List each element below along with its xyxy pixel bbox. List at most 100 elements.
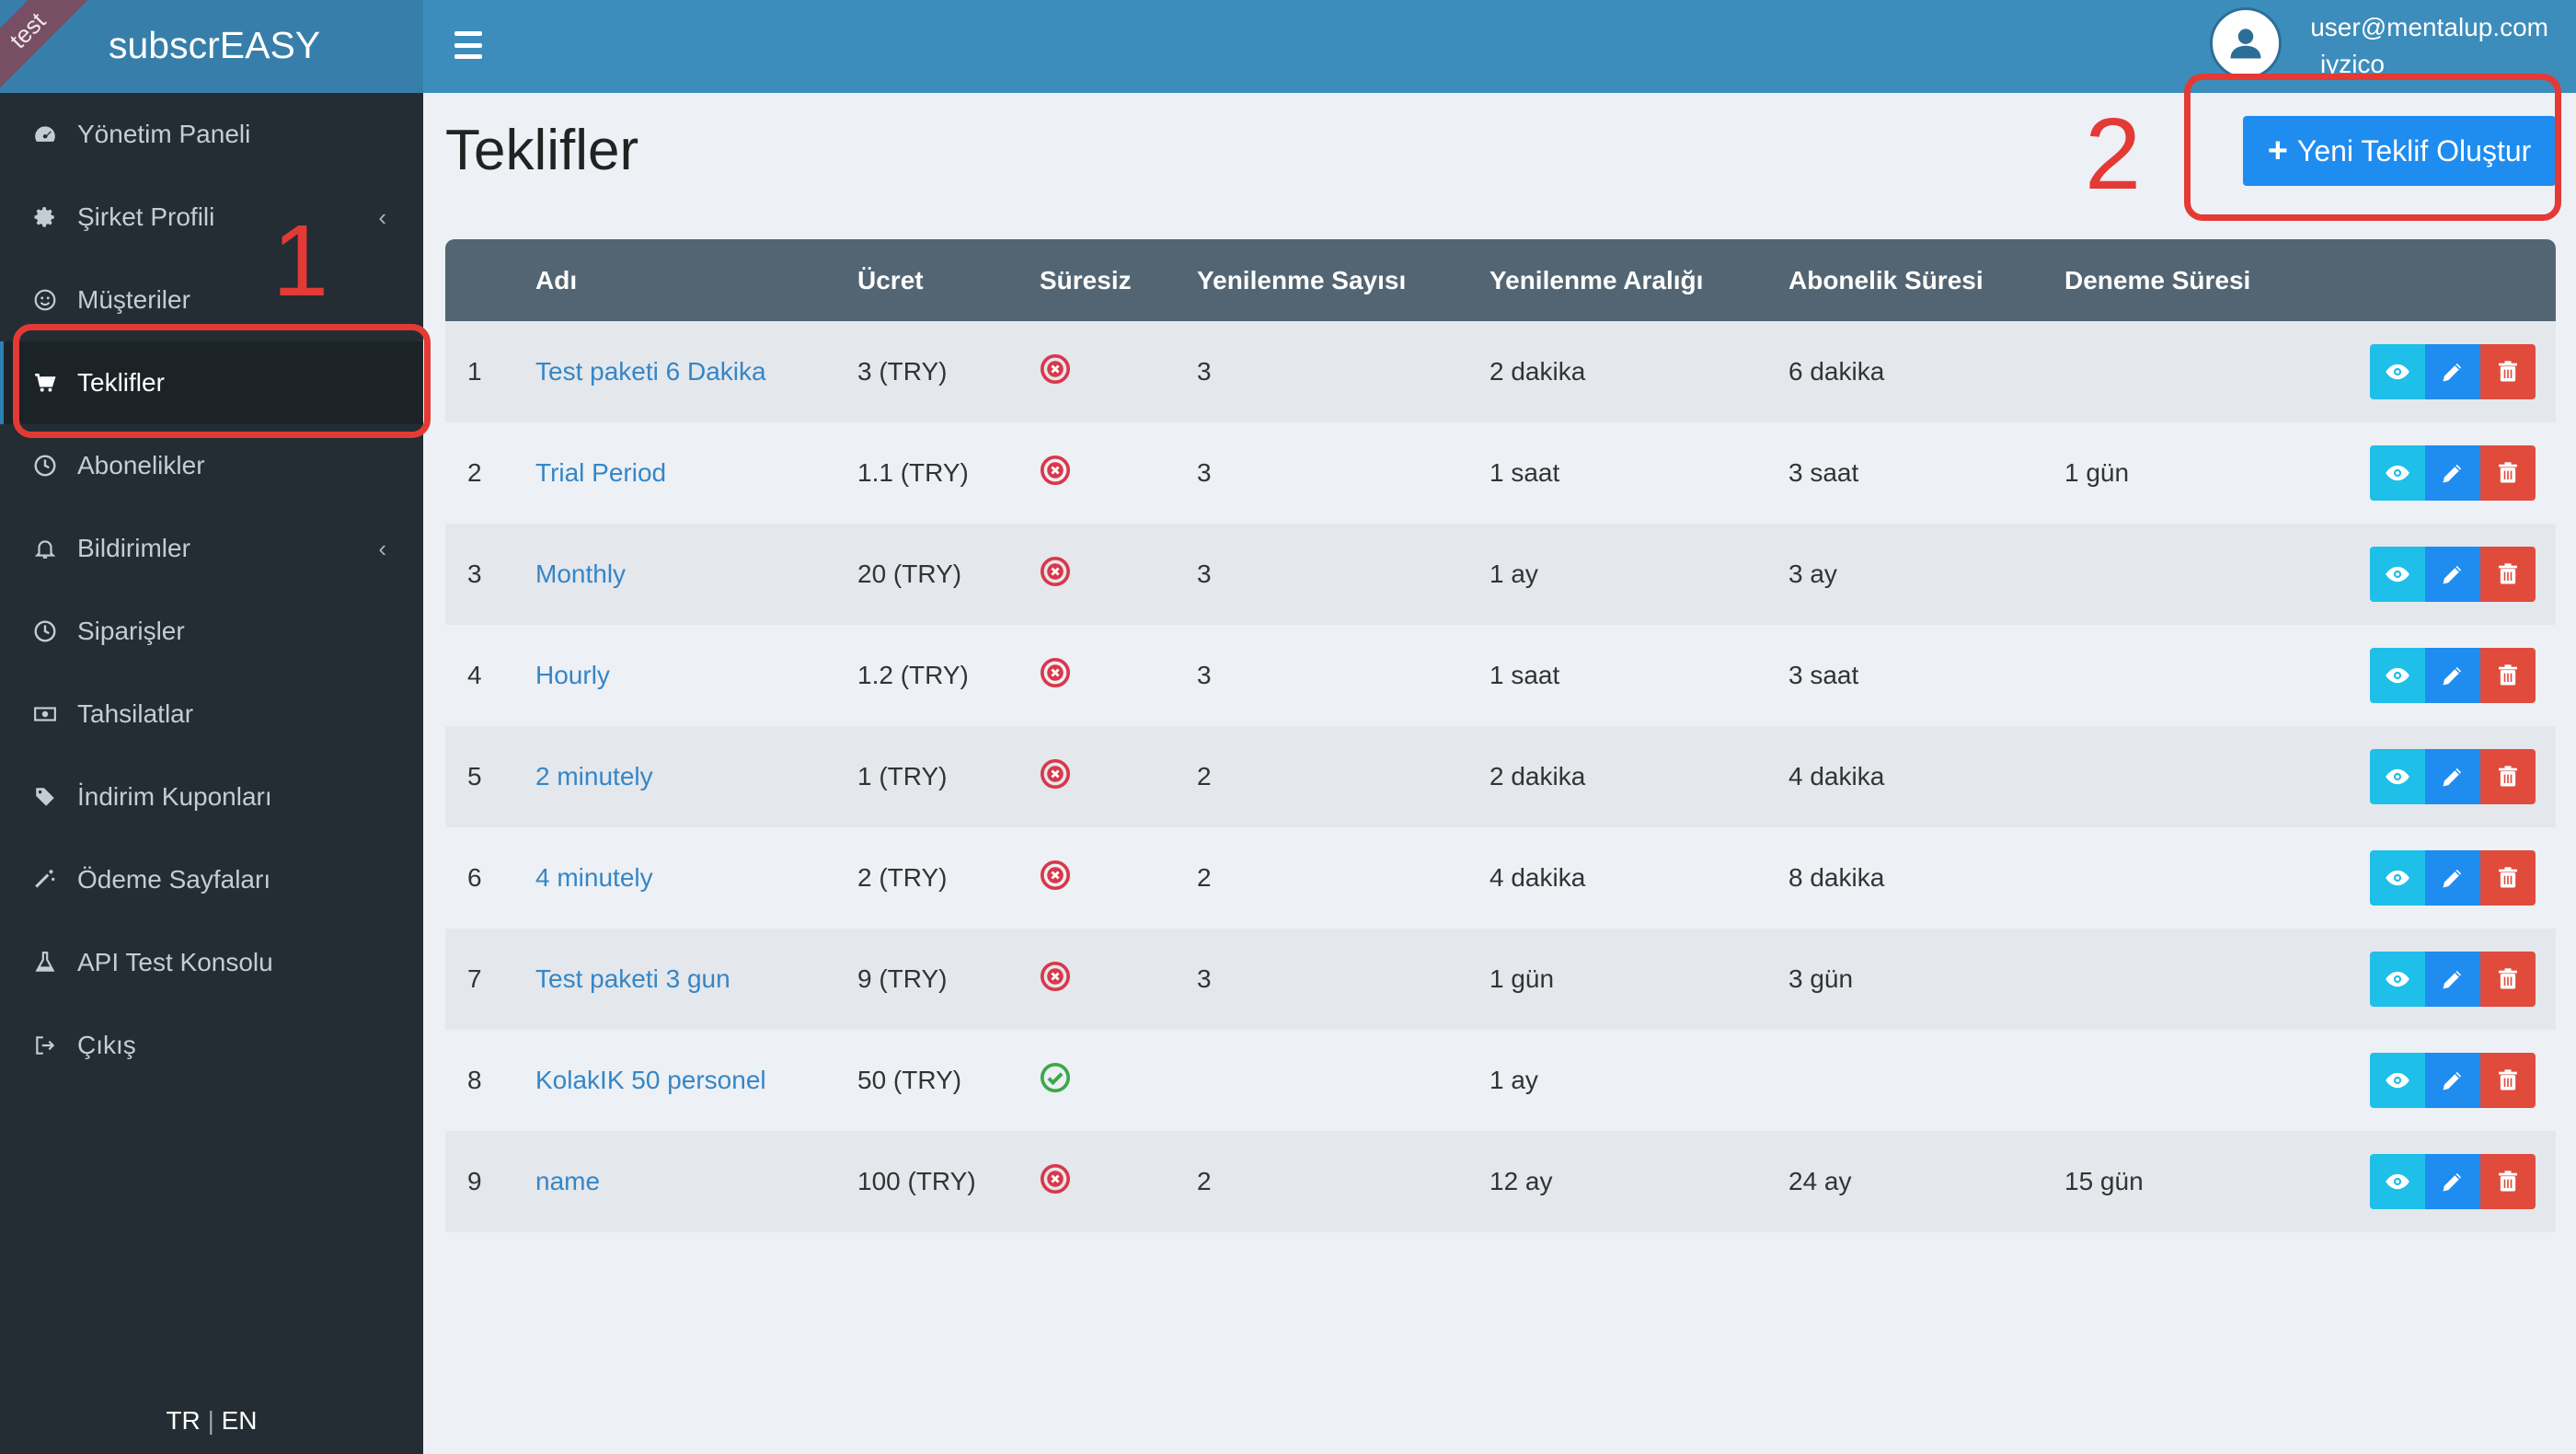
view-button[interactable]: [2370, 1154, 2425, 1209]
edit-button[interactable]: [2425, 1053, 2480, 1108]
renewal-count: 2: [1197, 762, 1212, 790]
sidebar-item-tahsilatlar[interactable]: Tahsilatlar: [0, 673, 423, 756]
renewal-interval: 1 gün: [1489, 964, 1555, 993]
sidebar-item-label: Şirket Profili: [77, 202, 215, 231]
delete-button[interactable]: [2480, 547, 2536, 602]
trash-icon: [2495, 460, 2521, 486]
sidebar-item-çıkış[interactable]: Çıkış: [0, 1004, 423, 1087]
user-icon: [2230, 29, 2261, 59]
edit-button[interactable]: [2425, 1154, 2480, 1209]
sidebar-item-şirket-profili[interactable]: Şirket Profili ‹: [0, 176, 423, 259]
offer-name-link[interactable]: Trial Period: [535, 458, 667, 487]
edit-button[interactable]: [2425, 344, 2480, 399]
sidebar-item-label: Ödeme Sayfaları: [77, 865, 271, 894]
lang-tr-link[interactable]: TR: [166, 1406, 201, 1435]
delete-button[interactable]: [2480, 1053, 2536, 1108]
column-header: Yenilenme Aralığı: [1489, 265, 1704, 294]
new-offer-button[interactable]: + Yeni Teklif Oluştur: [2243, 116, 2556, 186]
money-icon: [31, 700, 59, 728]
delete-button[interactable]: [2480, 648, 2536, 703]
unlimited-status: [1040, 929, 1197, 1030]
renewal-count: 2: [1197, 863, 1212, 892]
brand-logo[interactable]: subscrEASY: [109, 24, 321, 66]
table-row: 4 Hourly 1.2 (TRY) 3 1 saat 3 saat: [445, 625, 2556, 726]
view-button[interactable]: [2370, 445, 2425, 501]
offer-name-link[interactable]: Monthly: [535, 560, 627, 588]
view-button[interactable]: [2370, 952, 2425, 1007]
row-number: 2: [467, 458, 482, 487]
offer-fee: 1.1 (TRY): [857, 458, 969, 487]
view-button[interactable]: [2370, 344, 2425, 399]
offer-name-link[interactable]: Hourly: [535, 661, 610, 689]
subscription-duration: 6 dakika: [1788, 357, 1885, 386]
subscription-duration: [1788, 1030, 2064, 1131]
row-number: 4: [467, 661, 482, 689]
view-button[interactable]: [2370, 648, 2425, 703]
sidebar-item-ödeme-sayfaları[interactable]: Ödeme Sayfaları: [0, 838, 423, 921]
view-button[interactable]: [2370, 749, 2425, 804]
delete-button[interactable]: [2480, 952, 2536, 1007]
edit-button[interactable]: [2425, 648, 2480, 703]
trial-duration: [2064, 1030, 2368, 1131]
view-button[interactable]: [2370, 1053, 2425, 1108]
edit-button[interactable]: [2425, 850, 2480, 906]
lang-en-link[interactable]: EN: [221, 1406, 258, 1435]
edit-button[interactable]: [2425, 749, 2480, 804]
column-header: Adı: [535, 265, 578, 294]
trial-duration: [2064, 524, 2368, 625]
column-header: Abonelik Süresi: [1788, 265, 1984, 294]
eye-icon: [2385, 966, 2410, 992]
menu-toggle-icon[interactable]: [454, 31, 482, 59]
trial-duration: 1 gün: [2064, 458, 2130, 487]
edit-button[interactable]: [2425, 445, 2480, 501]
sidebar-item-api-test-konsolu[interactable]: API Test Konsolu: [0, 921, 423, 1004]
sidebar-item-abonelikler[interactable]: Abonelikler: [0, 424, 423, 507]
chevron-left-icon: ‹: [378, 535, 386, 562]
unlimited-status: [1040, 726, 1197, 827]
delete-button[interactable]: [2480, 1154, 2536, 1209]
trash-icon: [2495, 359, 2521, 385]
annotation-number-2: 2: [2085, 98, 2142, 211]
edit-button[interactable]: [2425, 547, 2480, 602]
row-actions: [2368, 929, 2556, 1030]
offer-name-link[interactable]: 4 minutely: [535, 863, 653, 892]
offer-name-link[interactable]: name: [535, 1167, 601, 1195]
clock-icon: [31, 617, 59, 645]
offer-name-cell: Hourly: [535, 625, 857, 726]
offer-name-link[interactable]: Test paketi 6 Dakika: [535, 357, 766, 386]
avatar[interactable]: [2210, 7, 2282, 79]
view-button[interactable]: [2370, 547, 2425, 602]
times-circle-icon: [1040, 455, 1071, 486]
delete-button[interactable]: [2480, 445, 2536, 501]
sidebar-item-label: Yönetim Paneli: [77, 120, 251, 148]
table-row: 5 2 minutely 1 (TRY) 2 2 dakika 4 dakika: [445, 726, 2556, 827]
sidebar-item-bildirimler[interactable]: Bildirimler ‹: [0, 507, 423, 590]
offer-name-cell: name: [535, 1131, 857, 1232]
offer-name-link[interactable]: 2 minutely: [535, 762, 653, 790]
offer-name-link[interactable]: KolakIK 50 personel: [535, 1066, 766, 1094]
sidebar-item-müşteriler[interactable]: Müşteriler: [0, 259, 423, 341]
row-actions: [2368, 726, 2556, 827]
renewal-count: 3: [1197, 458, 1212, 487]
view-button[interactable]: [2370, 850, 2425, 906]
sidebar-item-i-ndirim-kuponları[interactable]: İndirim Kuponları: [0, 756, 423, 838]
offer-name-link[interactable]: Test paketi 3 gun: [535, 964, 730, 993]
sidebar-item-label: Müşteriler: [77, 285, 190, 314]
edit-button[interactable]: [2425, 952, 2480, 1007]
unlimited-status: [1040, 1131, 1197, 1232]
trial-duration: [2064, 625, 2368, 726]
table-row: 3 Monthly 20 (TRY) 3 1 ay 3 ay: [445, 524, 2556, 625]
eye-icon: [2385, 359, 2410, 385]
delete-button[interactable]: [2480, 749, 2536, 804]
sidebar-item-yönetim-paneli[interactable]: Yönetim Paneli: [0, 93, 423, 176]
delete-button[interactable]: [2480, 850, 2536, 906]
pencil-icon: [2440, 966, 2466, 992]
offer-name-cell: Monthly: [535, 524, 857, 625]
row-actions: [2368, 625, 2556, 726]
sidebar-item-siparişler[interactable]: Siparişler: [0, 590, 423, 673]
sidebar-item-teklifler[interactable]: Teklifler: [0, 341, 423, 424]
smile-icon: [31, 286, 59, 314]
trash-icon: [2495, 764, 2521, 790]
row-number: 1: [467, 357, 482, 386]
delete-button[interactable]: [2480, 344, 2536, 399]
